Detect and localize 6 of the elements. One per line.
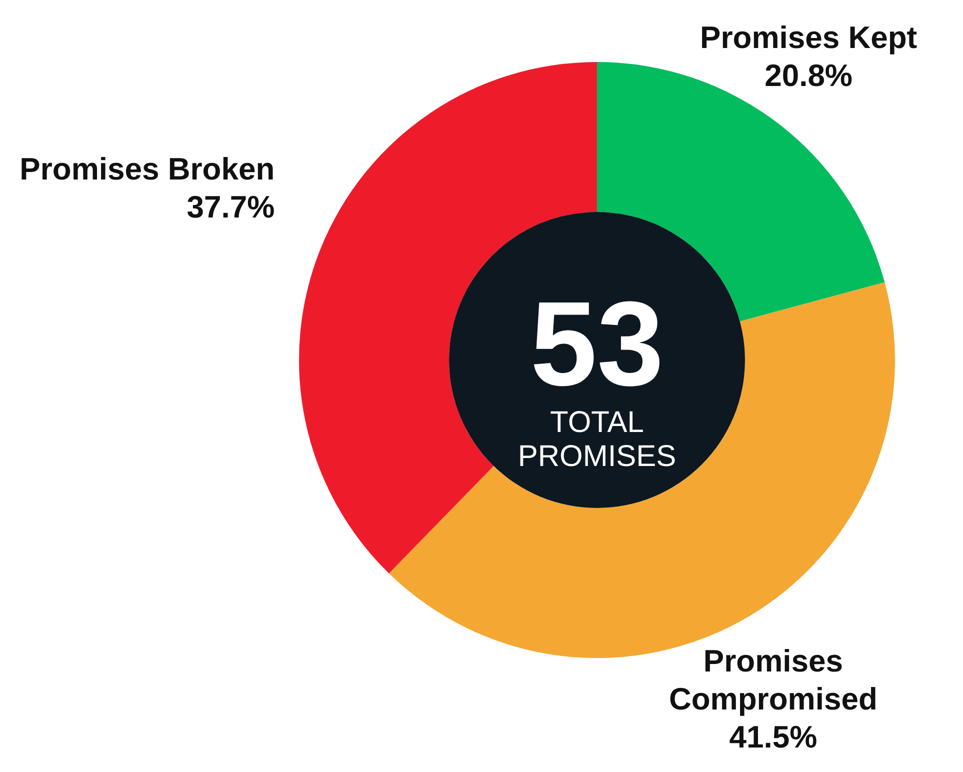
slice-label: Promises Kept: [700, 20, 918, 55]
data-label: 37.7%: [186, 189, 275, 224]
slice-label: Promises Compromised: [668, 643, 878, 716]
data-label: 20.8%: [764, 58, 853, 93]
data-label: 41.5%: [729, 719, 818, 754]
slice-label: Promises Broken: [20, 151, 275, 186]
